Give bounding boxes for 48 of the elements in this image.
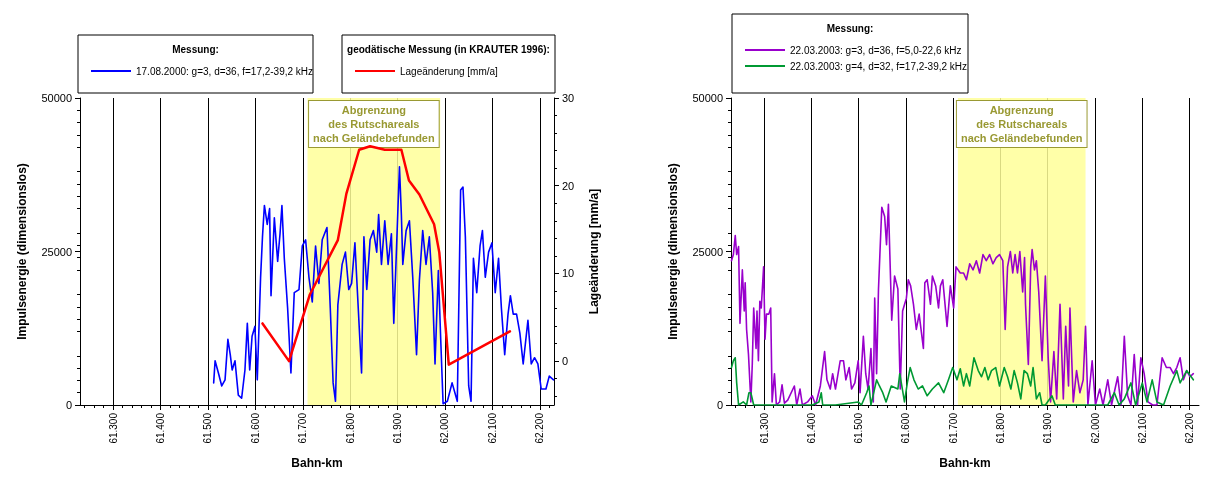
x-tick-label: 61.600 [249,412,261,444]
y2-tick-label: 20 [562,179,575,192]
band-label: Abgrenzung des Rutschareals nach Geländebefunden [313,104,435,144]
x-tick-label: 61.800 [994,412,1006,444]
line-series [261,144,512,366]
y2-axis-title: Lageänderung [mm/a] [587,188,601,315]
x-tick-label: 62.000 [439,412,451,444]
y-tick-label: 50000 [692,92,723,104]
legend-label: 22.03.2003: g=4, d=32, f=17,2-39,2 kHz [790,60,968,72]
x-tick-label: 61.800 [344,412,356,444]
x-tick-label: 61.300 [107,412,119,444]
legend-label: Lageänderung [mm/a] [400,65,499,77]
x-tick-label: 62.100 [1136,412,1148,444]
y-tick-label: 0 [716,399,723,411]
line-series [730,356,1195,406]
x-tick-label: 62.200 [534,412,546,444]
x-tick-label: 61.400 [155,412,167,444]
x-tick-label: 61.400 [805,412,817,444]
y2-tick-label: 0 [562,355,569,368]
y-axis-title: Impulsenergie (dimensionslos) [666,163,680,340]
x-tick-label: 61.700 [947,412,959,444]
x-tick-label: 62.100 [486,412,498,444]
y-tick-label: 0 [65,399,72,411]
x-axis-title: Bahn-km [939,456,991,470]
y-tick-label: 50000 [41,92,72,104]
y-tick-label: 25000 [692,245,723,258]
y2-tick-label: 30 [562,92,575,104]
x-tick-label: 61.500 [853,412,865,444]
x-tick-label: 61.700 [297,412,309,444]
band-label: Abgrenzung des Rutschareals nach Geländebefunden [960,104,1083,144]
y-axis-title: Impulsenergie (dimensionslos) [15,163,29,340]
line-series [730,203,1195,406]
legend-label: 17.08.2000: g=3, d=36, f=17,2-39,2 kHz [136,65,314,77]
x-tick-label: 61.600 [900,412,912,444]
x-tick-label: 62.000 [1089,412,1101,444]
x-tick-label: 62.200 [1184,412,1196,444]
x-tick-label: 61.900 [392,412,404,444]
x-tick-label: 61.900 [1042,412,1054,444]
x-tick-label: 61.500 [202,412,214,444]
y2-tick-label: 10 [562,267,575,280]
legend-title: Messung: [826,22,874,34]
x-axis-title: Bahn-km [291,456,343,470]
text: Messung: [172,43,219,55]
line-series [212,165,555,405]
text: geodätische Messung (in KRAUTER 1996): [347,43,550,55]
legend-label: 22.03.2003: g=3, d=36, f=5,0-22,6 kHz [790,44,962,56]
x-tick-label: 61.300 [758,412,770,444]
y-tick-label: 25000 [41,245,72,258]
